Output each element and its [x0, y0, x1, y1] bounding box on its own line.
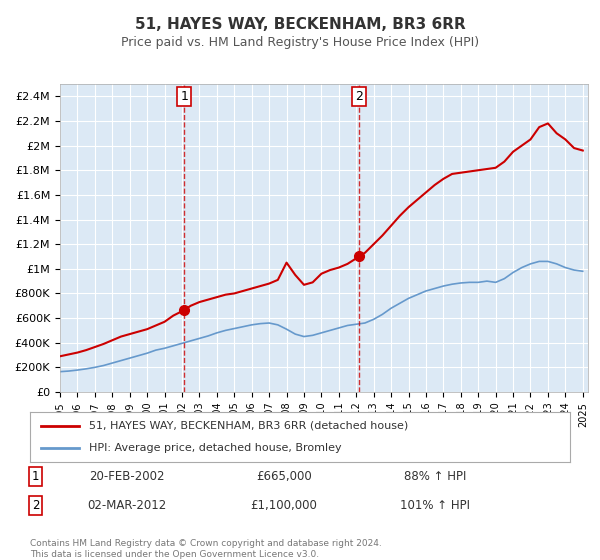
- Text: This data is licensed under the Open Government Licence v3.0.: This data is licensed under the Open Gov…: [30, 550, 319, 559]
- Text: 2: 2: [355, 90, 363, 103]
- Text: £1,100,000: £1,100,000: [250, 500, 317, 512]
- Text: HPI: Average price, detached house, Bromley: HPI: Average price, detached house, Brom…: [89, 443, 342, 453]
- Text: 1: 1: [181, 90, 188, 103]
- Text: 2: 2: [32, 500, 39, 512]
- Text: 02-MAR-2012: 02-MAR-2012: [88, 500, 167, 512]
- Text: 1: 1: [32, 470, 39, 483]
- Text: Price paid vs. HM Land Registry's House Price Index (HPI): Price paid vs. HM Land Registry's House …: [121, 36, 479, 49]
- Text: 88% ↑ HPI: 88% ↑ HPI: [404, 470, 466, 483]
- Text: 20-FEB-2002: 20-FEB-2002: [89, 470, 165, 483]
- Text: Contains HM Land Registry data © Crown copyright and database right 2024.: Contains HM Land Registry data © Crown c…: [30, 539, 382, 548]
- Text: 101% ↑ HPI: 101% ↑ HPI: [400, 500, 470, 512]
- Text: £665,000: £665,000: [256, 470, 311, 483]
- Text: 51, HAYES WAY, BECKENHAM, BR3 6RR: 51, HAYES WAY, BECKENHAM, BR3 6RR: [134, 17, 466, 32]
- Text: 51, HAYES WAY, BECKENHAM, BR3 6RR (detached house): 51, HAYES WAY, BECKENHAM, BR3 6RR (detac…: [89, 421, 409, 431]
